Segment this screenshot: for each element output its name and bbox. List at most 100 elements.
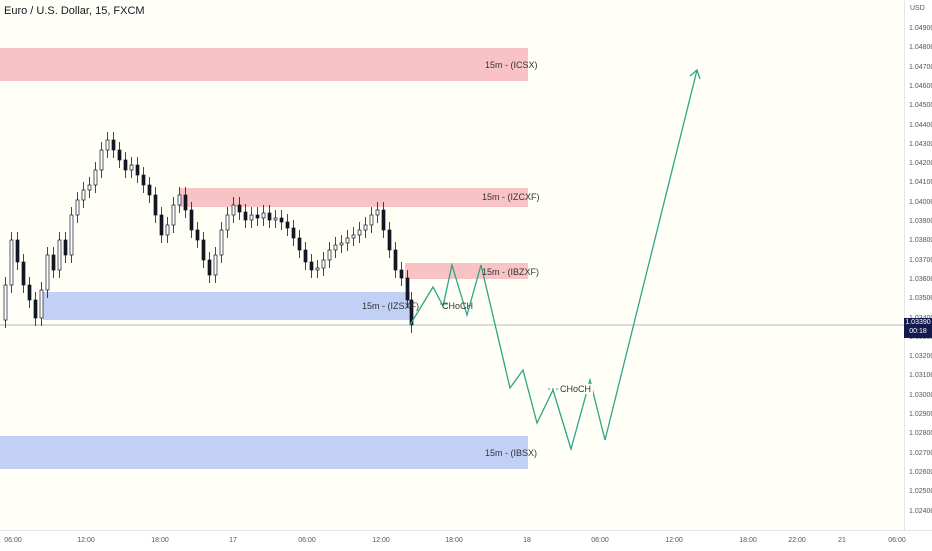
price-tick-label: 1.03100	[909, 372, 932, 380]
candle-body	[279, 217, 284, 223]
price-tick-label: 1.02600	[909, 468, 932, 476]
time-tick-label: 12:00	[665, 537, 683, 544]
candle-body	[129, 164, 134, 171]
candle-body	[297, 237, 302, 251]
price-tick-label: 1.04900	[909, 25, 932, 32]
time-tick-label: 18:00	[151, 537, 169, 544]
candle-body	[381, 209, 386, 231]
candle-body	[249, 214, 254, 221]
candle-body	[3, 284, 8, 321]
candle-body	[27, 284, 32, 301]
zone-izcxf	[180, 188, 528, 207]
zone-label-icsx: 15m - (ICSX)	[485, 60, 538, 70]
time-axis[interactable]: 06:00 12:00 18:00 17 06:00 12:00 18:00 18 06:00 1…	[0, 530, 932, 551]
time-tick-label: 21	[838, 537, 846, 544]
zone-ibzxf	[405, 263, 528, 279]
price-tick-label: 1.04700	[909, 63, 932, 71]
candle-body	[87, 184, 92, 191]
chart-area[interactable]: Euro / U.S. Dollar, 15, FXCM 15m - (ICSX…	[0, 0, 904, 530]
time-tick-label: 17	[229, 537, 237, 544]
choch-label-2: CHoCH	[558, 384, 594, 394]
price-tick-label: 1.02400	[909, 507, 932, 515]
choch-label-1: CHoCH	[442, 301, 474, 311]
candle-body	[159, 214, 164, 236]
candle-body	[153, 194, 158, 216]
candle-body	[351, 234, 356, 239]
price-tick-label: 1.03800	[909, 237, 932, 245]
candle-body	[219, 229, 224, 256]
candle-body	[369, 214, 374, 226]
price-tick-label: 1.03700	[909, 256, 932, 264]
price-tick-label: 1.04600	[909, 82, 932, 90]
candle-body	[123, 159, 128, 171]
candle-body	[57, 239, 62, 271]
candle-body	[363, 224, 368, 231]
candle-body	[273, 217, 278, 221]
candle-body	[177, 194, 182, 206]
zone-izsxf	[43, 292, 410, 320]
candle-body	[267, 212, 272, 221]
price-tick-label: 1.04800	[909, 44, 932, 52]
price-tick-label: 1.02700	[909, 449, 932, 457]
candle-body	[51, 254, 56, 271]
zone-label-ibzxf: 15m - (IBZXF)	[482, 267, 540, 277]
price-tick-label: 1.04100	[909, 179, 932, 187]
time-tick-label: 18	[523, 537, 531, 544]
projection-arrowhead	[689, 68, 701, 80]
candle-body	[63, 239, 68, 256]
zone-label-izsxf: 15m - (IZSXF)	[362, 301, 420, 311]
time-tick-label: 18:00	[739, 537, 757, 544]
time-tick-label: 12:00	[372, 537, 390, 544]
candle-body	[81, 189, 86, 201]
candle-body	[225, 214, 230, 231]
candle-body	[357, 229, 362, 236]
candle-body	[171, 204, 176, 226]
price-tick-label: 1.04200	[909, 160, 932, 168]
time-tick-label: 22:00	[788, 537, 806, 544]
price-tick-label: 1.02900	[909, 411, 932, 418]
price-tick-label: 1.03500	[909, 295, 932, 303]
candle-body	[321, 259, 326, 269]
candle-body	[393, 249, 398, 271]
candle-body	[111, 139, 116, 151]
price-tick-label: 1.03600	[909, 275, 932, 283]
price-tick-label: 1.03000	[909, 391, 932, 399]
projection-path	[409, 69, 698, 452]
price-tick-label: 1.02800	[909, 430, 932, 438]
candlestick-series	[3, 132, 414, 333]
price-tick-label: 1.04300	[909, 140, 932, 148]
zone-label-izcxf: 15m - (IZCXF)	[482, 192, 540, 202]
candle-body	[243, 211, 248, 221]
chart-canvas[interactable]	[0, 0, 904, 530]
candle-body	[141, 174, 146, 186]
current-price-countdown: 00:18	[909, 328, 927, 335]
candle-body	[315, 267, 320, 271]
candle-body	[147, 184, 152, 196]
candle-body	[39, 289, 44, 319]
zone-label-ibsx: 15m - (IBSX)	[485, 448, 538, 458]
candle-body	[45, 254, 50, 291]
price-tick-label: 1.04000	[909, 198, 932, 206]
price-tick-label: 1.03900	[909, 218, 932, 225]
candle-body	[99, 149, 104, 171]
candle-body	[345, 237, 350, 244]
candle-body	[201, 239, 206, 261]
time-tick-label: 06:00	[591, 537, 609, 544]
candle-body	[189, 209, 194, 231]
candle-body	[291, 227, 296, 239]
symbol-title[interactable]: Euro / U.S. Dollar, 15, FXCM	[4, 5, 145, 17]
zone-icsx	[0, 48, 528, 81]
candle-body	[93, 169, 98, 186]
candle-body	[75, 199, 80, 216]
candle-body	[207, 259, 212, 276]
candle-body	[255, 214, 260, 219]
candle-body	[231, 204, 236, 216]
price-axis[interactable]: USD 1.04900 1.04800 1.04700 1.04600 1.04500 1…	[904, 0, 932, 530]
price-tick-label: 1.04500	[909, 102, 932, 110]
candle-body	[327, 249, 332, 261]
candle-body	[285, 221, 290, 229]
time-tick-label: 12:00	[77, 537, 95, 544]
candle-body	[375, 209, 380, 216]
candle-body	[339, 242, 344, 246]
time-tick-label: 06:00	[4, 537, 22, 544]
